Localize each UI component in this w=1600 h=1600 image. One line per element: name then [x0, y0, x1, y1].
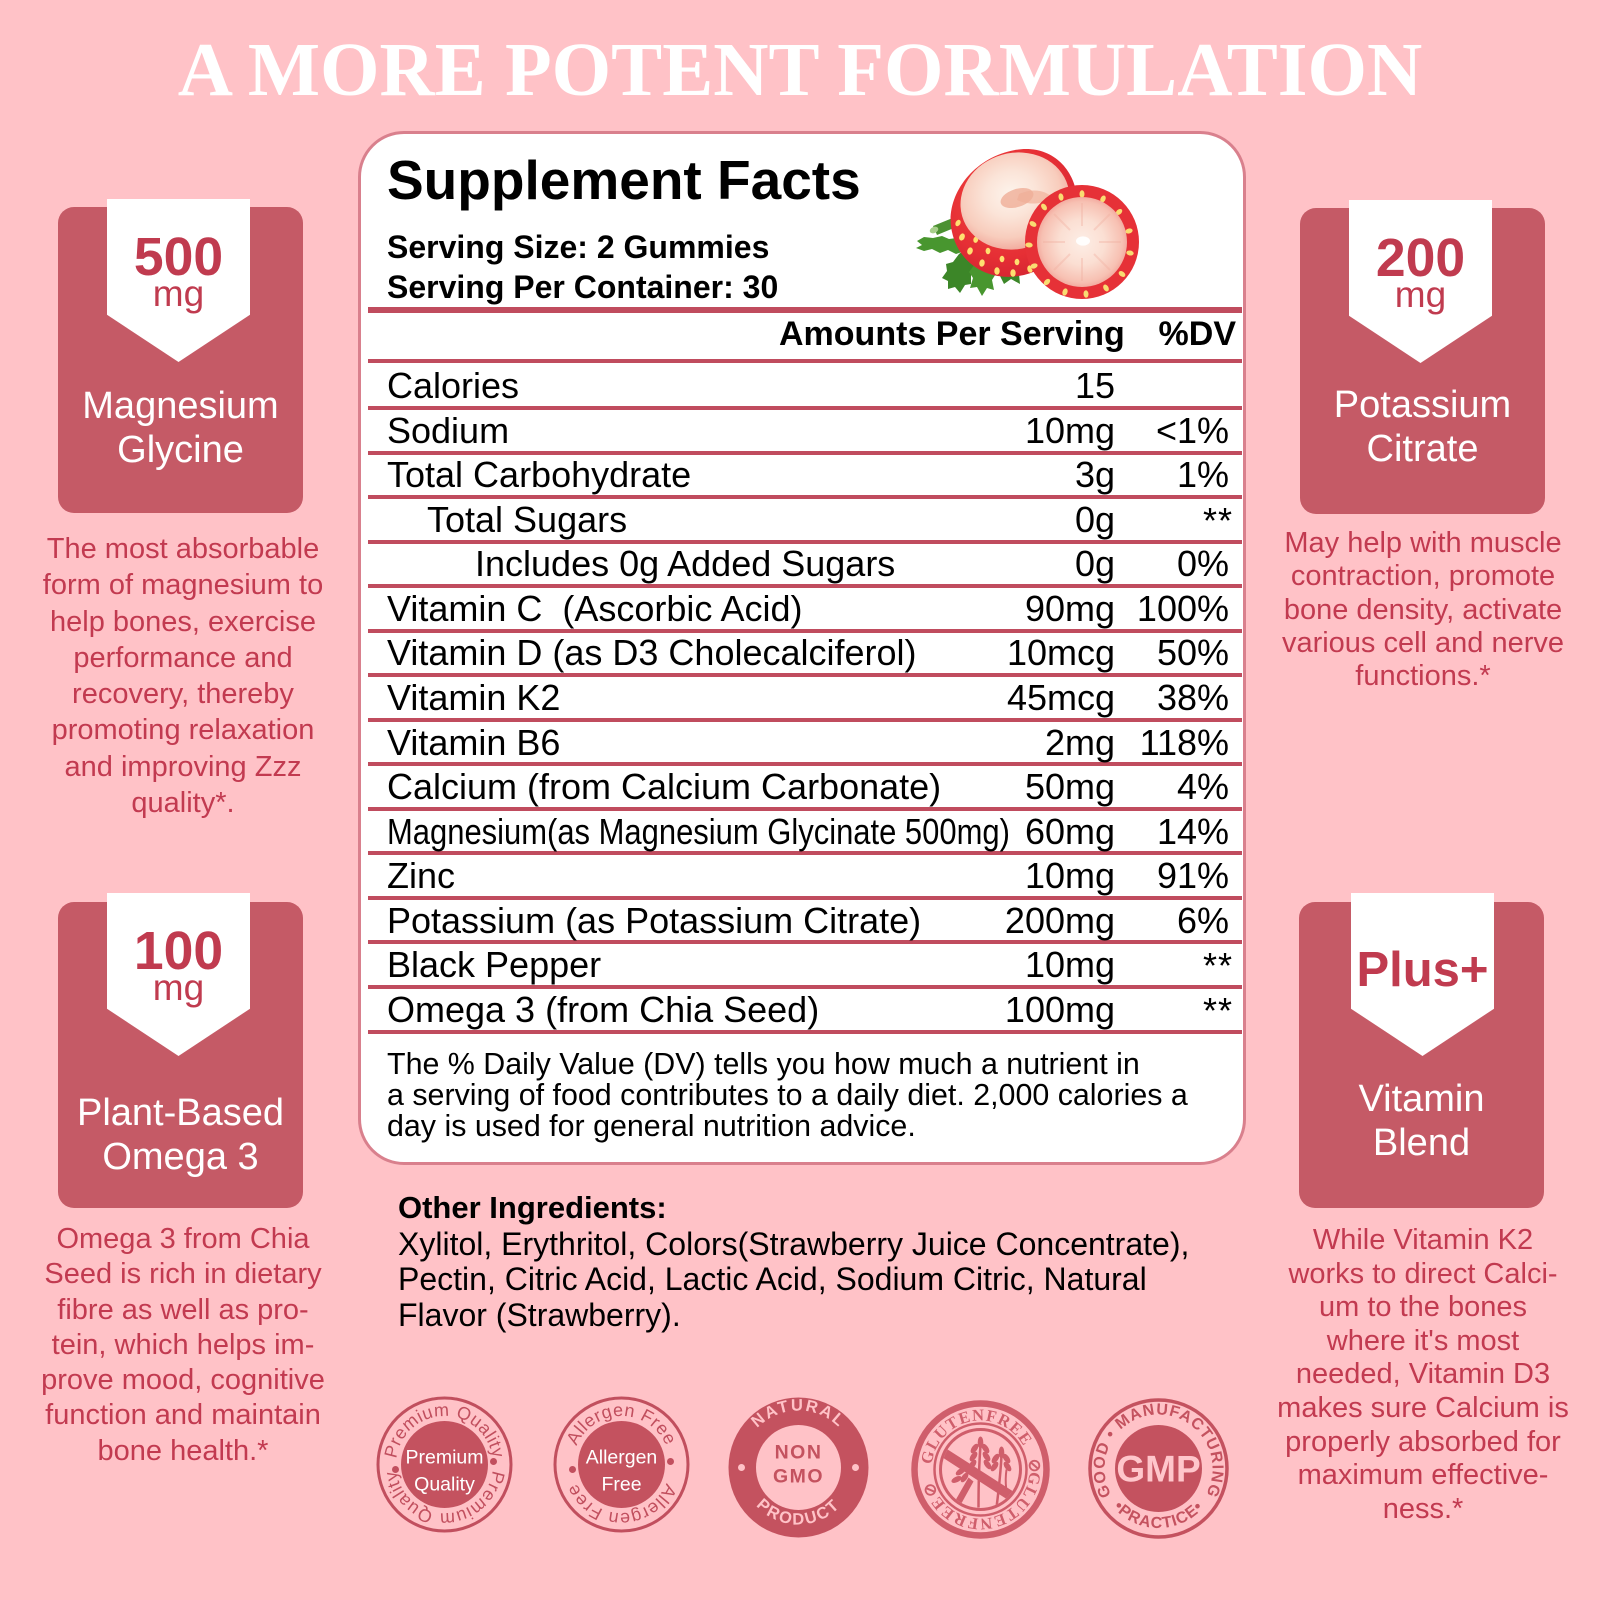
svg-text:GMO: GMO: [773, 1466, 824, 1488]
svg-text:GMP: GMP: [1116, 1449, 1200, 1490]
svg-text:NON: NON: [775, 1442, 823, 1464]
svg-text:Quality: Quality: [414, 1474, 475, 1496]
svg-text:Allergen: Allergen: [586, 1447, 658, 1469]
svg-text:Free: Free: [601, 1474, 641, 1496]
svg-text:Premium: Premium: [405, 1447, 483, 1469]
